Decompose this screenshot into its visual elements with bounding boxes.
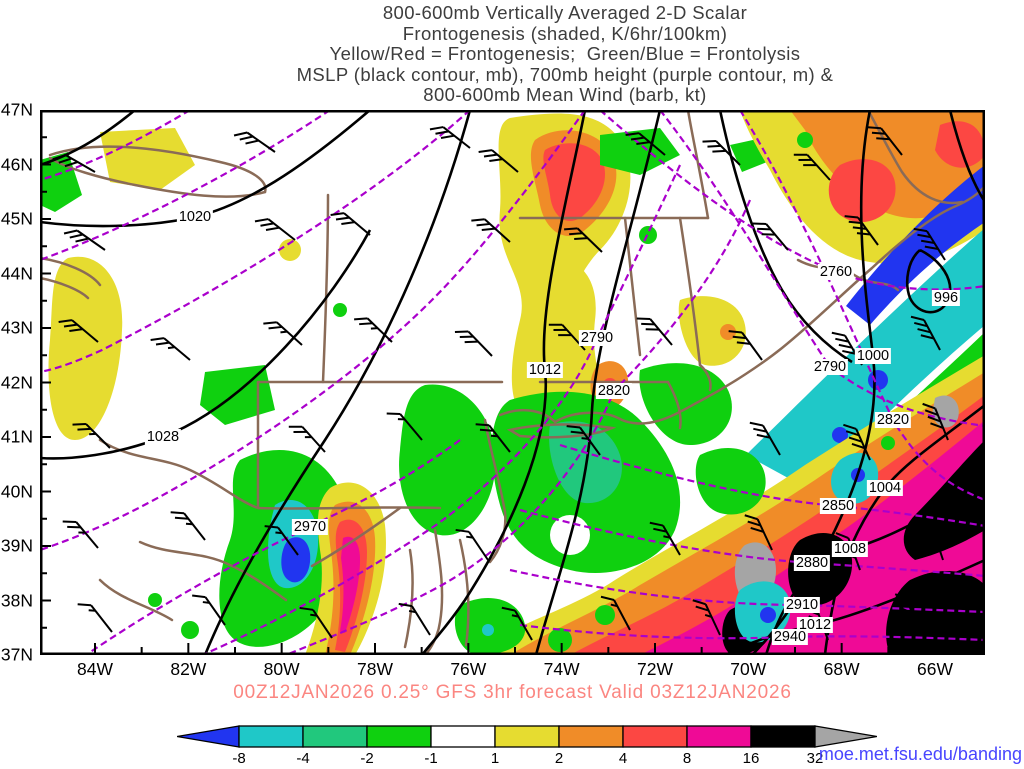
forecast-info: 00Z12JAN2026 0.25° GFS 3hr forecast Vali…	[40, 682, 985, 704]
colorbar-tick-label: -8	[232, 750, 245, 767]
latitude-label: 44N	[1, 263, 33, 284]
longitude-label: 84W	[77, 659, 113, 680]
latitude-label: 42N	[1, 372, 33, 393]
colorbar-segment	[431, 726, 495, 747]
latitude-label: 40N	[1, 481, 33, 502]
colorbar: -8-4-2-112481632	[177, 723, 877, 769]
colorbar-tick-label: 2	[555, 750, 563, 767]
latitude-label: 46N	[1, 154, 33, 175]
latitude-label: 37N	[1, 645, 33, 666]
map-area: 1020102810129961000100410081012276027902…	[40, 110, 985, 655]
colorbar-segment	[495, 726, 559, 747]
latitude-label: 39N	[1, 536, 33, 557]
longitude-label: 80W	[264, 659, 300, 680]
colorbar-tick-label: 8	[683, 750, 691, 767]
latitude-label: 43N	[1, 318, 33, 339]
longitude-label: 76W	[450, 659, 486, 680]
longitude-label: 66W	[917, 659, 953, 680]
colorbar-tick-label: 1	[491, 750, 499, 767]
site-link[interactable]: moe.met.fsu.edu/banding	[788, 744, 1022, 765]
colorbar-tick-label: 16	[743, 750, 760, 767]
longitude-label: 82W	[170, 659, 206, 680]
frontogenesis-forecast-figure: 800-600mb Vertically Averaged 2-D Scalar…	[0, 0, 1024, 768]
title-line-4: MSLP (black contour, mb), 700mb height (…	[105, 65, 1024, 86]
figure-title: 800-600mb Vertically Averaged 2-D Scalar…	[105, 3, 1024, 106]
latitude-label: 45N	[1, 209, 33, 230]
latitude-label: 38N	[1, 590, 33, 611]
longitude-label: 68W	[824, 659, 860, 680]
latitude-label: 47N	[1, 100, 33, 121]
colorbar-tick-label: -4	[296, 750, 309, 767]
map-canvas	[40, 110, 985, 655]
colorbar-segment	[623, 726, 687, 747]
colorbar-segment	[303, 726, 367, 747]
latitude-label: 41N	[1, 427, 33, 448]
longitude-label: 70W	[730, 659, 766, 680]
longitude-label: 72W	[637, 659, 673, 680]
colorbar-tick-label: -2	[360, 750, 373, 767]
longitude-axis: 84W 82W 80W 78W 76W 74W 72W 70W 68W 66W	[40, 659, 985, 681]
title-line-5: 800-600mb Mean Wind (barb, kt)	[105, 85, 1024, 106]
colorbar-segment	[239, 726, 303, 747]
colorbar-tick-label: 4	[619, 750, 627, 767]
colorbar-segment	[687, 726, 751, 747]
longitude-label: 78W	[357, 659, 393, 680]
colorbar-segment	[559, 726, 623, 747]
longitude-label: 74W	[544, 659, 580, 680]
colorbar-segment	[367, 726, 431, 747]
title-line-2: Frontogenesis (shaded, K/6hr/100km)	[105, 24, 1024, 45]
title-line-1: 800-600mb Vertically Averaged 2-D Scalar	[105, 3, 1024, 24]
title-line-3: Yellow/Red = Frontogenesis; Green/Blue =…	[105, 44, 1024, 65]
latitude-axis: 47N46N45N44N43N42N41N40N39N38N37N	[0, 110, 37, 655]
colorbar-tick-label: -1	[424, 750, 437, 767]
